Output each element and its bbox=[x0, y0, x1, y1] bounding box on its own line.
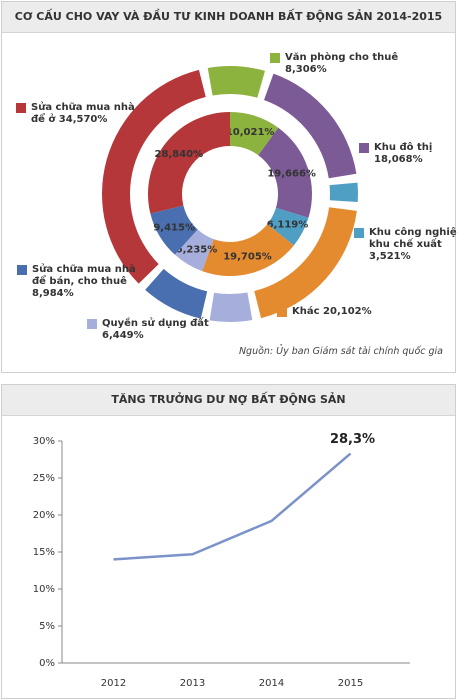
donut-segment bbox=[174, 229, 214, 272]
donut-segment bbox=[202, 224, 294, 276]
legend-label: Khác bbox=[292, 306, 320, 317]
x-tick-label: 2015 bbox=[338, 678, 363, 689]
donut-segment bbox=[148, 112, 230, 214]
legend-value: 8,306% bbox=[285, 64, 327, 75]
segment-label: 10,021% bbox=[226, 127, 275, 138]
chart-title: TĂNG TRƯỞNG DƯ NỢ BẤT ĐỘNG SẢN bbox=[2, 385, 455, 416]
legend-label: Khu công nghiệp, khu chế xuất bbox=[369, 227, 457, 250]
legend-swatch bbox=[17, 265, 27, 275]
donut-segment bbox=[207, 66, 265, 98]
line-chart: 0% 5% 10% 15% 20% 25% 30% 2012 2013 2014 2015 28,3% bbox=[33, 432, 410, 689]
legend-swatch bbox=[277, 307, 287, 317]
segment-label: 9,415% bbox=[153, 222, 195, 233]
segment-label: 28,840% bbox=[155, 149, 204, 160]
line-panel: TĂNG TRƯỞNG DƯ NỢ BẤT ĐỘNG SẢN 0% 5% 10% 15… bbox=[1, 384, 456, 699]
legend-value: 18,068% bbox=[374, 154, 423, 165]
y-tick-label: 25% bbox=[33, 473, 55, 484]
donut-segment bbox=[254, 207, 357, 319]
legend-value: 3,521% bbox=[369, 251, 411, 262]
legend-label: Sửa chữa mua nhà để bán, cho thuê bbox=[32, 264, 136, 287]
chart-title: CƠ CẤU CHO VAY VÀ ĐẦU TƯ KINH DOANH BẤT … bbox=[2, 2, 455, 33]
x-tick-label: 2014 bbox=[259, 678, 284, 689]
legend-swatch bbox=[354, 228, 364, 238]
legend-entry: Sửa chữa mua nhà để ở 34,570% bbox=[16, 102, 143, 126]
x-tick-label: 2013 bbox=[180, 678, 205, 689]
legend-entry: Văn phòng cho thuê 8,306% bbox=[270, 52, 415, 76]
legend-entry: Khác 20,102% bbox=[277, 306, 422, 318]
donut-segment bbox=[267, 207, 309, 246]
legend-value: 8,984% bbox=[32, 288, 74, 299]
source-note: Nguồn: Ủy ban Giám sát tài chính quốc gi… bbox=[238, 346, 443, 357]
donut-panel: CƠ CẤU CHO VAY VÀ ĐẦU TƯ KINH DOANH BẤT … bbox=[1, 1, 457, 373]
legend-swatch bbox=[270, 53, 280, 63]
y-tick-label: 20% bbox=[33, 510, 55, 521]
segment-label: 6,235% bbox=[176, 245, 218, 256]
legend-entry: Sửa chữa mua nhà để bán, cho thuê 8,984% bbox=[17, 264, 147, 300]
legend-label: Quyền sử dụng đất bbox=[102, 318, 209, 329]
donut-segment bbox=[263, 73, 357, 179]
legend-label: Khu đô thị bbox=[374, 142, 433, 153]
y-tick-label: 30% bbox=[33, 436, 55, 447]
donut-chart: 10,021% 19,666% 6,119% 19,705% 6,235% 9,415% 2… bbox=[102, 66, 358, 323]
legend-entry: Khu công nghiệp, khu chế xuất 3,521% bbox=[354, 227, 457, 263]
donut-segment bbox=[145, 268, 208, 319]
donut-segment bbox=[209, 292, 253, 323]
legend-swatch bbox=[16, 103, 26, 113]
segment-label: 19,666% bbox=[267, 168, 316, 179]
donut-segment bbox=[150, 205, 198, 255]
donut-segment bbox=[329, 182, 358, 203]
y-tick-label: 15% bbox=[33, 547, 55, 558]
legend-value: 6,449% bbox=[102, 330, 144, 341]
legend-entry: Quyền sử dụng đất 6,449% bbox=[87, 318, 222, 342]
legend-swatch bbox=[359, 143, 369, 153]
donut-segment bbox=[258, 127, 312, 218]
x-tick-label: 2012 bbox=[101, 678, 126, 689]
segment-label: 6,119% bbox=[267, 219, 309, 230]
legend-value: 34,570% bbox=[58, 114, 108, 125]
donut-segment bbox=[230, 112, 279, 156]
donut-segment bbox=[102, 69, 206, 284]
legend-entry: Khu đô thị 18,068% bbox=[359, 142, 457, 166]
legend-value: 20,102% bbox=[323, 306, 372, 317]
legend-label: Sửa chữa mua nhà để ở bbox=[31, 102, 135, 125]
y-tick-label: 10% bbox=[33, 584, 55, 595]
y-tick-label: 0% bbox=[39, 658, 55, 669]
y-tick-label: 5% bbox=[39, 621, 55, 632]
segment-label: 19,705% bbox=[223, 252, 272, 263]
legend-label: Văn phòng cho thuê bbox=[285, 52, 399, 63]
data-label: 28,3% bbox=[330, 432, 375, 447]
line bbox=[113, 452, 352, 561]
legend-swatch bbox=[87, 319, 97, 329]
